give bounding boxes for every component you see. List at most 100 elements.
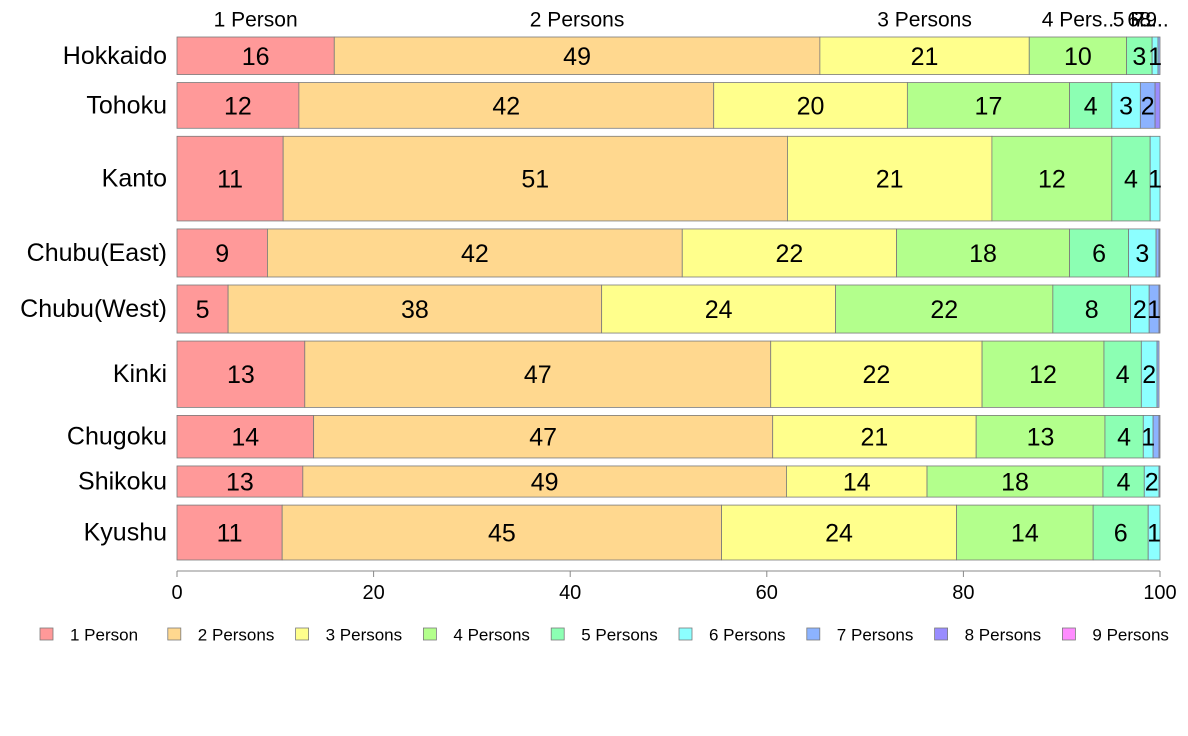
legend-swatch: [422, 627, 437, 641]
segment-label: 13: [1027, 424, 1055, 452]
bar-row-chugoku: Chugoku 14 47 21 13 4 1: [67, 415, 1161, 459]
segment-label: 21: [876, 166, 904, 194]
segment-label: 5: [196, 296, 210, 324]
bar-segment: [1158, 465, 1161, 498]
bar-segment: [1104, 415, 1144, 459]
segment-label: 21: [911, 43, 939, 71]
segment-label: 45: [488, 520, 516, 548]
bar-segment: [956, 504, 1094, 561]
segment-label: 1: [1147, 520, 1161, 548]
segment-label: 18: [969, 240, 997, 268]
segment-label: 6: [1114, 520, 1128, 548]
segment-label: 22: [930, 296, 958, 324]
bar-segment: [333, 36, 821, 75]
segment-label: 38: [401, 296, 429, 324]
legend-item: 7 Persons: [806, 626, 913, 645]
segment-label: 11: [217, 166, 243, 194]
segment-label: 3: [1132, 43, 1146, 71]
legend: 1 Person 2 Persons 3 Persons 4 Persons 5 Per…: [39, 626, 1169, 645]
segment-label: 4: [1084, 92, 1098, 120]
segment-label: 49: [531, 469, 559, 497]
legend-swatch: [678, 627, 693, 641]
legend-swatch: [806, 627, 821, 641]
segment-label: 4: [1117, 424, 1131, 452]
segment-label: 11: [217, 520, 243, 548]
segment-label: 24: [705, 296, 733, 324]
segment-label: 2: [1145, 469, 1159, 497]
x-tick-label: 100: [1143, 582, 1176, 604]
segment-label: 20: [797, 92, 825, 120]
top-series-label: 4 Pers..: [1042, 9, 1114, 32]
segment-label: 8: [1085, 296, 1099, 324]
x-tick-label: 20: [362, 582, 384, 604]
bar-segment: [1028, 36, 1127, 75]
bar-segment: [1157, 36, 1161, 75]
bar-segment: [176, 135, 284, 222]
bar-segment: [267, 228, 683, 278]
x-tick-label: 0: [171, 582, 182, 604]
segment-label: 1: [1141, 424, 1155, 452]
category-label: Shikoku: [78, 468, 167, 496]
legend-swatch: [934, 627, 948, 641]
legend-item: 2 Persons: [167, 626, 275, 645]
x-axis: 0 20 40 60 80 100: [171, 570, 1177, 604]
bar-segment: [1128, 228, 1157, 278]
x-tick-label: 60: [756, 582, 778, 604]
bar-segment: [1092, 504, 1149, 561]
legend-item: 9 Persons: [1062, 626, 1169, 645]
category-label: Kyushu: [84, 519, 167, 547]
bar-segment: [282, 135, 788, 222]
bar-segment: [176, 36, 335, 75]
bar-segment: [176, 284, 229, 334]
bar-segment: [975, 415, 1106, 459]
segment-label: 1: [1148, 166, 1162, 194]
segment-label: 24: [825, 520, 853, 548]
bar-segment: [787, 135, 993, 222]
segment-label: 12: [224, 92, 252, 120]
segment-label: 42: [461, 240, 489, 268]
bar-segment: [1126, 36, 1153, 75]
legend-label: 9 Persons: [1092, 626, 1169, 645]
bar-segment: [1154, 82, 1161, 129]
bar-segment: [176, 504, 283, 561]
category-label: Tohoku: [86, 91, 167, 119]
category-label: Hokkaido: [63, 42, 167, 70]
legend-swatch: [167, 627, 182, 641]
segment-label: 14: [1011, 520, 1039, 548]
x-tick-label: 40: [559, 582, 581, 604]
bar-segment: [819, 36, 1030, 75]
segment-label: 49: [563, 43, 591, 71]
category-label: Kanto: [102, 165, 167, 193]
bar-row-kanto: Kanto 11 51 21 12 4 1: [102, 135, 1162, 222]
segment-label: 16: [242, 43, 270, 71]
category-label: Chubu(West): [20, 295, 167, 323]
bar-segment: [1155, 228, 1160, 278]
segment-label: 9: [215, 240, 229, 268]
bar-segment: [1111, 82, 1141, 129]
segment-label: 2: [1141, 92, 1155, 120]
segment-label: 10: [1064, 43, 1092, 71]
bar-segment: [835, 284, 1054, 334]
bar-segment: [772, 415, 977, 459]
bar-segment: [1158, 228, 1161, 278]
segment-label: 22: [776, 240, 804, 268]
legend-label: 4 Persons: [453, 626, 530, 645]
segment-label: 6: [1092, 240, 1106, 268]
top-series-label: 7..: [1133, 9, 1156, 32]
bar-segment: [313, 415, 774, 459]
segment-label: 47: [524, 361, 552, 389]
category-label: Chugoku: [67, 423, 167, 451]
bar-segment: [1069, 228, 1129, 278]
segment-label: 14: [231, 424, 259, 452]
bar-segment: [298, 82, 715, 129]
bar-row-kyushu: Kyushu 11 45 24 14 6 1: [84, 504, 1161, 561]
bar-segment: [681, 228, 897, 278]
segment-label: 12: [1038, 166, 1066, 194]
bar-row-chubu-east-: Chubu(East) 9 42 22 18 6 3: [27, 228, 1161, 278]
bar-segment: [991, 135, 1113, 222]
legend-label: 2 Persons: [198, 626, 275, 645]
bar-segment: [1102, 465, 1145, 498]
legend-item: 3 Persons: [295, 626, 402, 645]
top-series-label: 8..: [1139, 9, 1162, 32]
